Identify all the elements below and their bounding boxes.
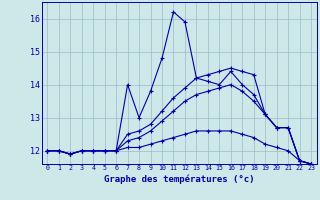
X-axis label: Graphe des températures (°c): Graphe des températures (°c)	[104, 174, 254, 184]
